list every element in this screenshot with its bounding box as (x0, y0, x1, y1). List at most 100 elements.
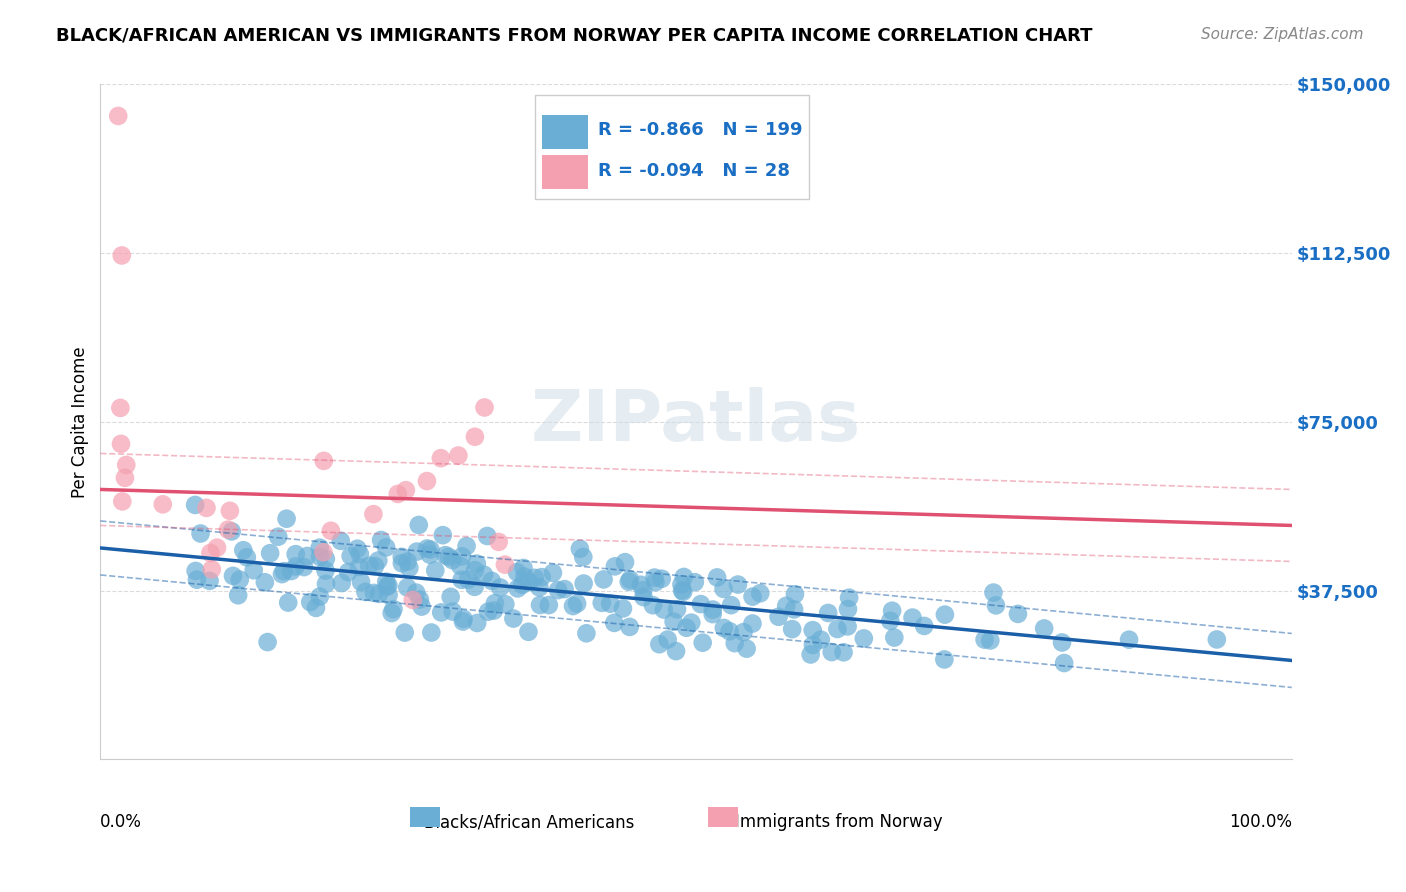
Point (472, 567, 495, 582)
Point (205, 541, 228, 555)
Point (727, 577, 749, 591)
Point (800, 648, 823, 662)
Y-axis label: Per Capita Income: Per Capita Income (72, 346, 89, 498)
Point (416, 474, 439, 488)
Point (232, 543, 254, 558)
Point (387, 487, 409, 501)
FancyBboxPatch shape (709, 806, 738, 827)
Point (477, 529, 499, 543)
Point (273, 564, 295, 578)
Point (312, 454, 335, 468)
Point (465, 557, 488, 571)
Point (692, 635, 714, 649)
Point (396, 555, 419, 569)
Point (603, 615, 626, 630)
Point (292, 560, 315, 574)
Point (801, 638, 824, 652)
Point (934, 607, 956, 622)
Point (391, 556, 413, 570)
Point (447, 449, 470, 463)
Point (319, 524, 342, 538)
Point (612, 601, 634, 615)
Point (295, 549, 318, 563)
Point (396, 581, 419, 595)
Point (494, 597, 516, 611)
Point (464, 430, 486, 444)
Point (364, 559, 387, 574)
Point (111, 248, 134, 262)
Point (115, 458, 138, 472)
Point (681, 615, 703, 630)
Point (657, 632, 679, 647)
Point (111, 494, 134, 508)
Point (672, 584, 695, 599)
Point (441, 553, 464, 567)
Point (541, 566, 564, 580)
Point (449, 558, 471, 573)
Point (912, 619, 935, 633)
Point (619, 620, 641, 634)
Text: BLACK/AFRICAN AMERICAN VS IMMIGRANTS FROM NORWAY PER CAPITA INCOME CORRELATION C: BLACK/AFRICAN AMERICAN VS IMMIGRANTS FRO… (56, 27, 1092, 45)
Point (276, 512, 298, 526)
Point (484, 596, 506, 610)
Text: 100.0%: 100.0% (1229, 814, 1292, 831)
Point (375, 541, 398, 555)
Point (706, 570, 728, 584)
Point (456, 539, 478, 553)
Point (477, 605, 499, 619)
Point (1033, 622, 1056, 636)
Point (614, 555, 637, 569)
Point (713, 621, 735, 635)
Point (370, 533, 392, 547)
Point (603, 559, 626, 574)
Point (405, 544, 427, 558)
Point (256, 635, 278, 649)
Point (329, 533, 352, 548)
Point (780, 622, 803, 636)
Point (1053, 656, 1076, 670)
Point (733, 625, 755, 640)
Text: R = -0.094   N = 28: R = -0.094 N = 28 (599, 161, 790, 180)
Point (363, 507, 385, 521)
FancyBboxPatch shape (543, 155, 588, 189)
Point (434, 548, 457, 562)
Point (308, 590, 330, 604)
Point (565, 597, 588, 611)
Point (299, 595, 322, 609)
Point (718, 624, 741, 639)
FancyBboxPatch shape (543, 115, 588, 149)
Point (457, 573, 479, 587)
Point (619, 573, 641, 587)
Point (242, 563, 264, 577)
Point (363, 586, 385, 600)
Point (280, 564, 302, 578)
Point (464, 580, 486, 594)
Point (506, 582, 529, 596)
Point (347, 560, 370, 574)
Point (315, 564, 337, 578)
Point (741, 616, 763, 631)
Point (284, 559, 307, 574)
Point (107, 109, 129, 123)
Point (630, 578, 652, 592)
Point (768, 609, 790, 624)
Point (591, 596, 613, 610)
Point (451, 549, 474, 564)
Text: R = -0.866   N = 199: R = -0.866 N = 199 (599, 121, 803, 139)
Point (430, 451, 453, 466)
Point (572, 576, 595, 591)
Point (482, 603, 505, 617)
Point (381, 606, 404, 620)
Point (367, 553, 389, 567)
Point (308, 541, 330, 555)
Point (724, 636, 747, 650)
Point (568, 541, 591, 556)
Point (1205, 632, 1227, 647)
Point (419, 542, 441, 557)
Point (354, 585, 377, 599)
Point (222, 569, 245, 583)
Point (672, 570, 695, 584)
Point (934, 652, 956, 666)
Point (350, 574, 373, 589)
Point (530, 570, 553, 584)
